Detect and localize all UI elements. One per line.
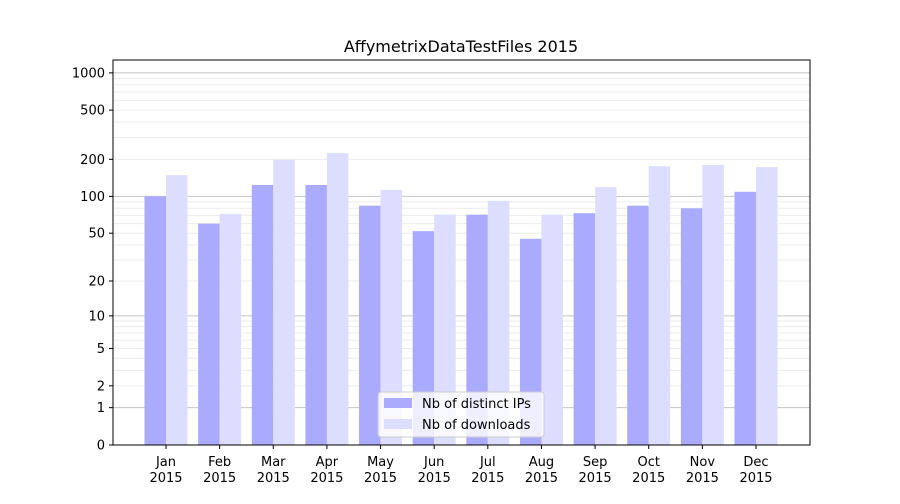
x-tick-label: Jun 2015 (418, 455, 451, 486)
x-tick-label: Oct 2015 (632, 455, 665, 486)
y-tick-label: 5 (97, 342, 105, 357)
legend-swatch-ips (384, 398, 412, 408)
legend-label-ips: Nb of distinct IPs (422, 397, 531, 412)
x-tick-label: Apr 2015 (310, 455, 343, 486)
y-tick-label: 20 (88, 275, 105, 290)
legend: Nb of distinct IPs Nb of downloads (377, 391, 545, 438)
bar-downloads (219, 213, 242, 445)
bar-downloads (541, 214, 563, 445)
y-tick-label: 0 (97, 439, 105, 454)
bar-downloads (595, 187, 617, 445)
bar-downloads (326, 153, 349, 445)
bar-downloads (434, 214, 456, 445)
y-tick-label: 50 (88, 227, 105, 242)
bar-distinct-ips (680, 208, 703, 445)
y-tick-label: 100 (80, 190, 105, 205)
bar-downloads (380, 189, 403, 445)
legend-label-downloads: Nb of downloads (422, 418, 531, 433)
y-tick-label: 1 (97, 401, 105, 416)
x-tick-label: Jan 2015 (149, 455, 182, 486)
bar-distinct-ips (305, 184, 327, 445)
x-tick-label: Feb 2015 (203, 455, 236, 486)
x-tick-label: Mar 2015 (257, 455, 290, 486)
bar-distinct-ips (573, 213, 596, 445)
x-tick-label: May 2015 (364, 455, 397, 486)
bar-distinct-ips (144, 196, 166, 445)
legend-swatch-downloads (384, 419, 412, 429)
bar-downloads (273, 159, 295, 445)
y-tick-label: 10 (88, 309, 105, 324)
plot-frame (112, 59, 811, 446)
x-tick-label: Aug 2015 (525, 455, 558, 486)
x-tick-label: Jul 2015 (471, 455, 504, 486)
y-tick-label: 2 (97, 379, 105, 394)
bar-downloads (166, 175, 188, 445)
y-tick-label: 200 (80, 153, 105, 168)
y-tick-label: 500 (80, 104, 105, 119)
bar-distinct-ips (466, 214, 488, 445)
bar-downloads (756, 167, 778, 445)
bar-downloads (648, 166, 671, 445)
bar-distinct-ips (198, 223, 220, 445)
chart-title: AffymetrixDataTestFiles 2015 (344, 37, 578, 56)
bar-distinct-ips (251, 184, 274, 445)
bar-distinct-ips (734, 191, 756, 445)
bar-distinct-ips (359, 205, 381, 445)
bar-downloads (487, 200, 510, 445)
x-tick-label: Sep 2015 (579, 455, 612, 486)
x-tick-label: Dec 2015 (739, 455, 772, 486)
bar-downloads (702, 164, 724, 445)
bar-distinct-ips (627, 205, 649, 445)
y-tick-label: 1000 (72, 66, 105, 81)
x-tick-label: Nov 2015 (686, 455, 719, 486)
